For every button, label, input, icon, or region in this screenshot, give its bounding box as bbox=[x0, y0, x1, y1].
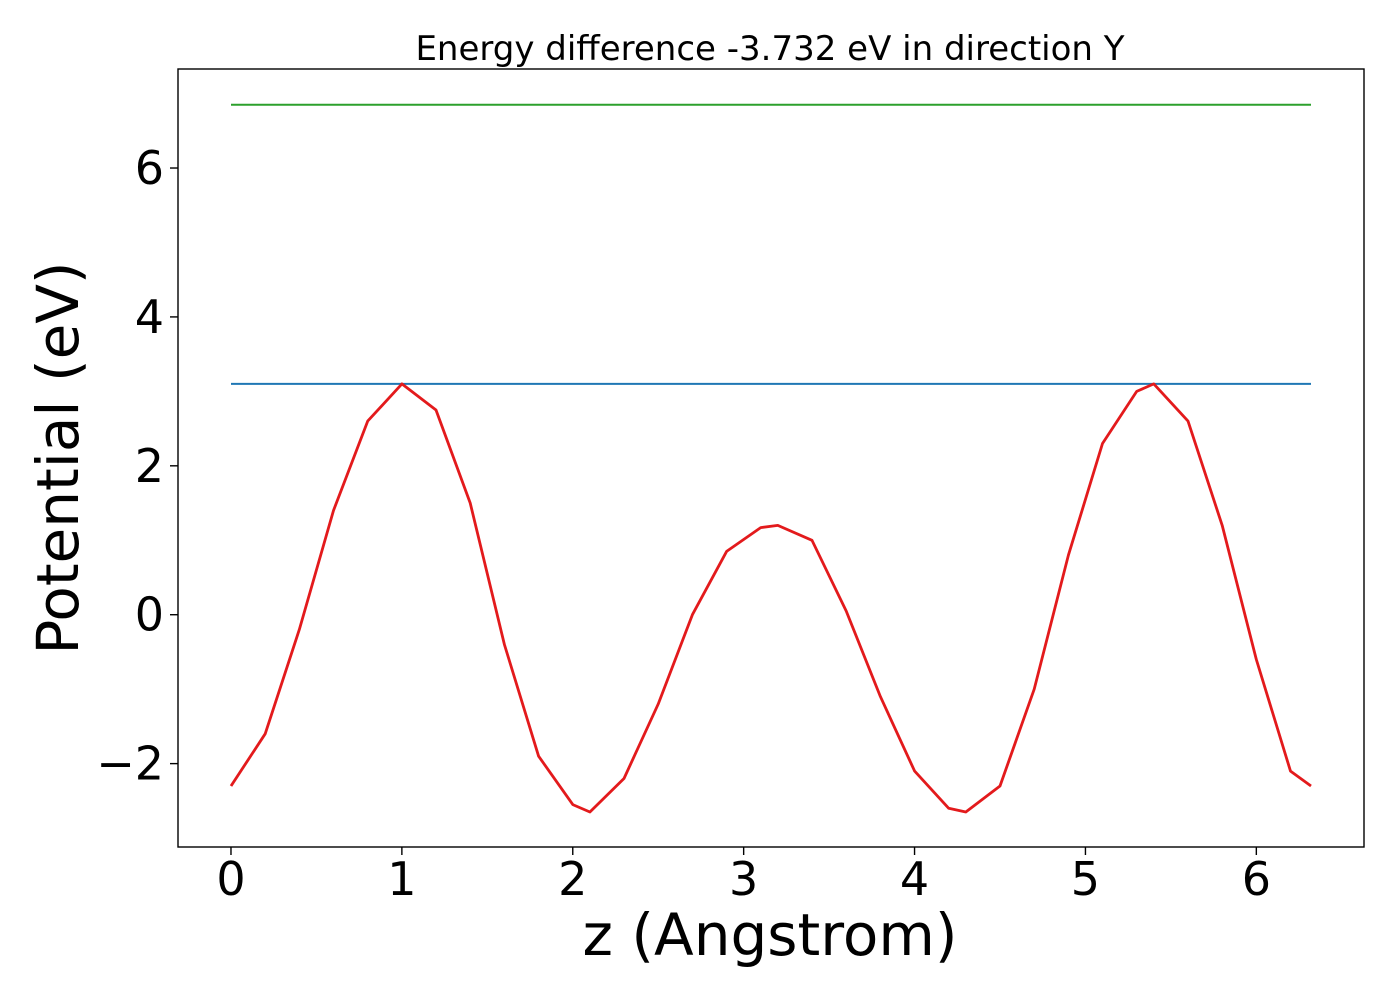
y-tick-label: 0 bbox=[135, 588, 164, 642]
y-tick-label: 4 bbox=[135, 290, 164, 344]
x-tick-label: 3 bbox=[729, 852, 758, 906]
x-tick-label: 5 bbox=[1071, 852, 1100, 906]
x-tick-label: 4 bbox=[900, 852, 929, 906]
x-axis-label: z (Angstrom) bbox=[583, 901, 958, 969]
series-line-2 bbox=[229, 382, 1312, 814]
x-tick-label: 2 bbox=[558, 852, 587, 906]
y-tick-label: −2 bbox=[96, 737, 164, 791]
y-axis: −2 0 2 4 6 bbox=[96, 141, 178, 791]
x-axis: 0 1 2 3 4 5 6 bbox=[216, 847, 1271, 906]
x-tick-label: 6 bbox=[1242, 852, 1271, 906]
x-tick-label: 1 bbox=[387, 852, 416, 906]
y-tick-label: 6 bbox=[135, 141, 164, 195]
y-axis-label: Potential (eV) bbox=[24, 261, 92, 654]
x-tick-label: 0 bbox=[216, 852, 245, 906]
plot-frame bbox=[177, 68, 1365, 848]
y-tick-label: 2 bbox=[135, 439, 164, 493]
plot-layer bbox=[229, 103, 1312, 814]
chart-title: Energy difference -3.732 eV in direction… bbox=[415, 29, 1124, 69]
